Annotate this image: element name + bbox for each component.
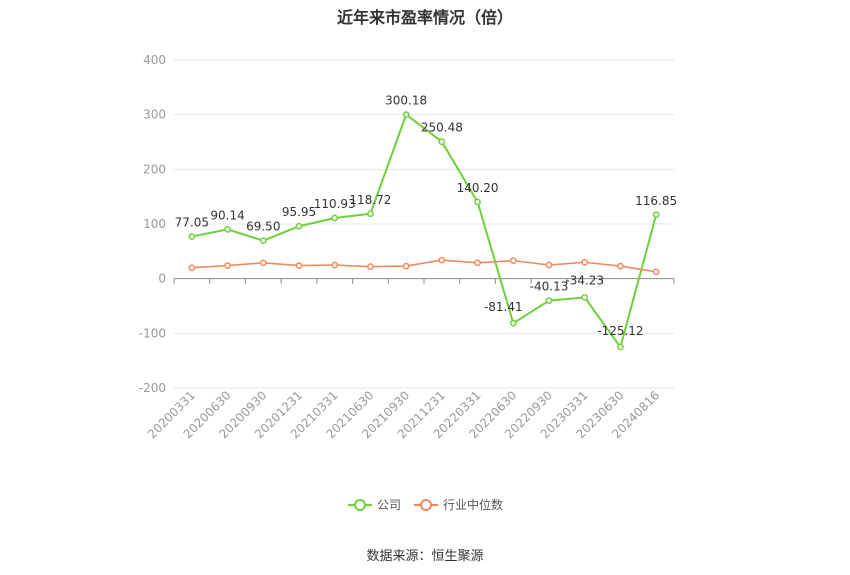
data-label: 90.14 <box>210 208 244 222</box>
data-source: 数据来源：恒生聚源 <box>366 549 484 564</box>
series-line-industry <box>191 259 657 273</box>
data-point[interactable] <box>617 343 624 351</box>
data-label: 300.18 <box>385 94 427 108</box>
data-point[interactable] <box>367 263 374 270</box>
y-tick-label: 0 <box>158 272 166 286</box>
grid-layer <box>174 59 674 389</box>
series-line-company <box>191 112 658 350</box>
data-point[interactable] <box>224 226 231 233</box>
data-point[interactable] <box>617 262 624 270</box>
legend-item-company[interactable]: 公司 <box>348 498 401 512</box>
y-tick-label: 200 <box>143 162 166 176</box>
y-tick-label: -200 <box>139 381 166 395</box>
data-point[interactable] <box>652 211 660 219</box>
data-label: 250.48 <box>421 121 463 135</box>
data-point[interactable] <box>581 258 589 266</box>
data-point[interactable] <box>295 222 303 230</box>
legend-marker <box>354 499 366 511</box>
data-point[interactable] <box>331 214 339 222</box>
data-point[interactable] <box>438 138 446 146</box>
data-label: 140.20 <box>457 181 499 195</box>
series-layer <box>188 111 660 351</box>
legend-label: 行业中位数 <box>443 497 503 512</box>
legend-label: 公司 <box>377 498 401 512</box>
data-point[interactable] <box>402 111 410 118</box>
data-point[interactable] <box>509 319 517 327</box>
data-label: 116.85 <box>635 194 677 208</box>
y-tick-label: 300 <box>143 108 166 122</box>
legend-item-industry[interactable]: 行业中位数 <box>414 497 503 512</box>
y-tick-label: 100 <box>143 217 166 231</box>
data-point[interactable] <box>188 264 196 272</box>
data-label: -40.13 <box>530 280 569 294</box>
data-point[interactable] <box>474 259 481 267</box>
legend[interactable]: 公司 行业中位数 <box>348 497 503 512</box>
data-point[interactable] <box>259 259 267 267</box>
data-point[interactable] <box>545 297 553 304</box>
data-point[interactable] <box>652 268 660 276</box>
data-point[interactable] <box>581 294 589 301</box>
data-label: -81.41 <box>484 300 523 314</box>
y-tick-label: -100 <box>139 326 166 340</box>
data-point[interactable] <box>545 261 553 269</box>
data-label: -125.12 <box>597 324 643 338</box>
data-point[interactable] <box>509 257 517 264</box>
data-point[interactable] <box>259 237 267 245</box>
data-point[interactable] <box>474 198 481 206</box>
legend-marker <box>420 499 432 511</box>
data-point[interactable] <box>402 262 410 270</box>
data-point[interactable] <box>438 256 446 264</box>
y-tick-label: 400 <box>143 53 166 67</box>
data-point[interactable] <box>367 210 374 218</box>
data-label: 95.95 <box>282 205 316 219</box>
data-point[interactable] <box>331 261 339 269</box>
chart-title: 近年来市盈率情况（倍） <box>336 8 513 27</box>
data-label: 118.72 <box>349 193 391 207</box>
data-label: 69.50 <box>246 220 280 234</box>
data-point[interactable] <box>188 233 196 240</box>
data-label: 77.05 <box>175 216 209 230</box>
data-label: -34.23 <box>565 273 604 287</box>
data-point[interactable] <box>295 262 303 269</box>
data-point[interactable] <box>224 262 231 269</box>
data-label: 110.93 <box>314 197 356 211</box>
